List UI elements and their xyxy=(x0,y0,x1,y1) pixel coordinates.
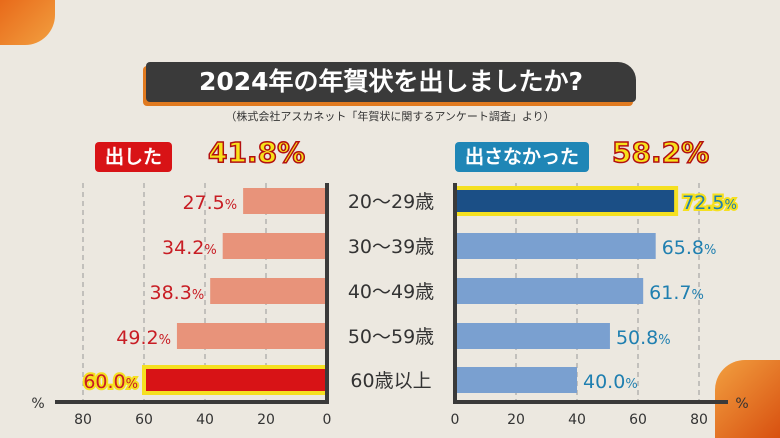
bar-not-sent xyxy=(455,323,610,349)
data-label-not-sent: 65.8% xyxy=(662,237,717,259)
tick-label: 60 xyxy=(135,412,153,428)
chart-title: 2024年の年賀状を出しましたか? xyxy=(146,62,636,102)
category-label: 30〜39歳 xyxy=(348,236,434,258)
category-label: 50〜59歳 xyxy=(348,326,434,348)
tick-label: 80 xyxy=(690,412,708,428)
legend-sent-total: 41.8% xyxy=(207,135,306,170)
tick-label: 20 xyxy=(257,412,275,428)
bar-sent xyxy=(210,278,327,304)
tick-label: 80 xyxy=(74,412,92,428)
bar-not-sent xyxy=(455,367,577,393)
tick-label: 60 xyxy=(629,412,647,428)
data-label-not-sent: 61.7% xyxy=(649,282,704,304)
tick-label: 20 xyxy=(507,412,525,428)
legend-sent-label: 出した xyxy=(95,142,173,172)
data-label-sent: 38.3% xyxy=(150,282,205,304)
category-label: 20〜29歳 xyxy=(348,191,434,213)
bar-not-sent xyxy=(455,278,644,304)
data-label-not-sent: 72.5% xyxy=(682,192,737,214)
data-label-sent: 34.2% xyxy=(162,237,217,259)
bar-sent xyxy=(176,323,327,349)
legend-not-sent-label: 出さなかった xyxy=(455,142,590,172)
data-label-sent: 60.0% xyxy=(83,371,138,393)
data-label-sent: 27.5% xyxy=(182,192,237,214)
bar-sent xyxy=(243,188,327,214)
bar-not-sent xyxy=(455,233,656,259)
bar-not-sent xyxy=(453,186,679,216)
tick-label: 40 xyxy=(568,412,586,428)
data-label-not-sent: 50.8% xyxy=(616,327,671,349)
category-label: 40〜49歳 xyxy=(348,281,434,303)
tick-label: 0 xyxy=(451,412,460,428)
category-label: 60歳以上 xyxy=(350,370,431,392)
unit-label: % xyxy=(735,396,748,412)
bar-sent xyxy=(142,365,329,395)
bar-sent xyxy=(222,233,327,259)
tick-label: 0 xyxy=(323,412,332,428)
data-label-not-sent: 40.0% xyxy=(583,371,638,393)
unit-label: % xyxy=(31,396,44,412)
decor-corner xyxy=(715,360,780,438)
source-note: （株式会社アスカネット「年賀状に関するアンケート調査」より） xyxy=(225,110,555,123)
tick-label: 40 xyxy=(196,412,214,428)
data-label-sent: 49.2% xyxy=(116,327,171,349)
legend-not-sent-total: 58.2% xyxy=(611,135,710,170)
